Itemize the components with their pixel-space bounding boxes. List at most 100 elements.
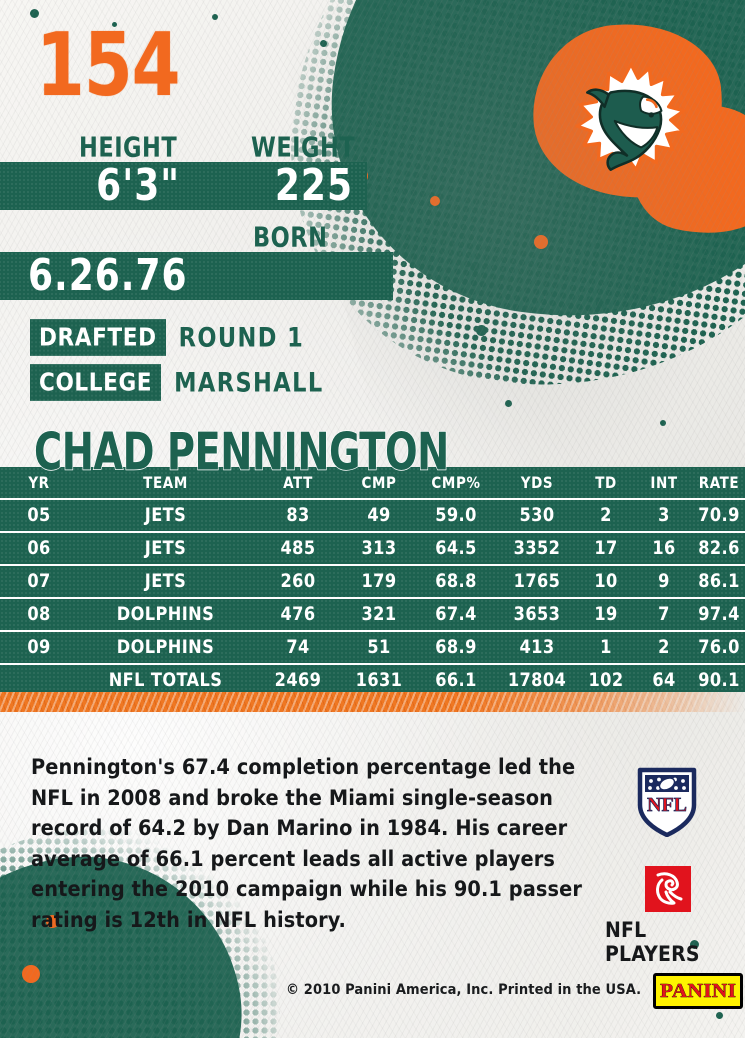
cell-yr: 09 [27, 636, 51, 659]
column-header-td: TD [595, 473, 617, 492]
cell-td: 10 [594, 570, 618, 593]
cell-rate: 76.0 [698, 636, 740, 659]
cell-rate: 86.1 [698, 570, 740, 593]
panini-logo: PANINI [653, 973, 743, 1009]
cell-yds: 530 [519, 504, 555, 527]
cell-team: JETS [144, 504, 187, 527]
cell-team: DOLPHINS [116, 636, 215, 659]
copyright-text: © 2010 Panini America, Inc. Printed in t… [286, 982, 642, 998]
nfl-players-association-icon [645, 866, 691, 912]
cell-cmp: 1631 [355, 669, 403, 692]
cell-att: 485 [280, 537, 316, 560]
cell-rate: 82.6 [698, 537, 740, 560]
weight-value: 225 [274, 161, 353, 211]
miami-dolphins-logo [575, 62, 686, 172]
cell-cmp: 179 [361, 570, 397, 593]
table-row-totals: NFL TOTALS 2469 1631 66.1 17804 102 64 9… [0, 664, 745, 696]
cell-td: 2 [600, 504, 612, 527]
column-header-yr: YR [28, 473, 50, 492]
speck [470, 262, 479, 271]
drafted-row: DRAFTED ROUND 1 [30, 319, 305, 356]
cell-td: 102 [588, 669, 624, 692]
panini-logo-text: PANINI [659, 979, 737, 1002]
speck [596, 300, 604, 308]
college-row: COLLEGE MARSHALL [30, 364, 324, 401]
column-header-rate: RATE [698, 473, 740, 492]
speck [505, 400, 512, 407]
cell-yr: 06 [27, 537, 51, 560]
cell-cmp-pct: 64.5 [435, 537, 477, 560]
stats-table-block: YR TEAM ATT CMP CMP% YDS TD INT RATE 05 … [0, 467, 745, 692]
cell-team: JETS [144, 570, 187, 593]
drafted-label: DRAFTED [30, 319, 166, 356]
svg-text:NFL: NFL [647, 794, 687, 816]
cell-att: 83 [286, 504, 310, 527]
speck [320, 40, 327, 47]
cell-yds: 413 [519, 636, 555, 659]
weight-label: WEIGHT [251, 131, 356, 163]
cell-cmp: 321 [361, 603, 397, 626]
born-label: BORN [253, 221, 328, 253]
table-header-row: YR TEAM ATT CMP CMP% YDS TD INT RATE [0, 467, 745, 499]
orange-divider-band [0, 692, 745, 712]
nfl-players-label: NFL PLAYERS [605, 918, 700, 966]
cell-cmp: 313 [361, 537, 397, 560]
college-value: MARSHALL [174, 367, 324, 398]
speck [534, 235, 548, 249]
cell-yds: 3653 [513, 603, 561, 626]
column-header-cmp-pct: CMP% [431, 473, 481, 492]
cell-att: 74 [286, 636, 310, 659]
career-stats-table: YR TEAM ATT CMP CMP% YDS TD INT RATE 05 … [0, 467, 745, 696]
cell-team: NFL TOTALS [108, 669, 223, 692]
cell-rate: 70.9 [698, 504, 740, 527]
table-row: 08 DOLPHINS 476 321 67.4 3653 19 7 97.4 [0, 598, 745, 631]
cell-cmp-pct: 59.0 [435, 504, 477, 527]
speck [212, 14, 218, 20]
table-row: 05 JETS 83 49 59.0 530 2 3 70.9 [0, 499, 745, 532]
cell-yds: 3352 [513, 537, 561, 560]
cell-yds: 17804 [507, 669, 567, 692]
nfl-shield-icon: NFL [637, 767, 697, 837]
speck [716, 1012, 723, 1019]
cell-td: 19 [594, 603, 618, 626]
cell-att: 476 [280, 603, 316, 626]
cell-att: 2469 [274, 669, 322, 692]
cell-cmp: 51 [367, 636, 391, 659]
born-bar: 6.26.76 [0, 251, 393, 301]
cell-att: 260 [280, 570, 316, 593]
cell-int: 7 [658, 603, 670, 626]
cell-yds: 1765 [513, 570, 561, 593]
cell-int: 2 [658, 636, 670, 659]
cell-cmp-pct: 67.4 [435, 603, 477, 626]
born-value: 6.26.76 [28, 251, 188, 301]
column-header-cmp: CMP [361, 473, 397, 492]
cell-rate: 97.4 [698, 603, 740, 626]
height-value: 6'3" [96, 161, 180, 211]
cell-cmp: 49 [367, 504, 391, 527]
column-header-int: INT [650, 473, 678, 492]
player-name: CHAD PENNINGTON [33, 422, 449, 483]
player-bio-text: Pennington's 67.4 completion percentage … [31, 755, 582, 933]
cell-team: JETS [144, 537, 187, 560]
cell-cmp-pct: 68.9 [435, 636, 477, 659]
column-header-yds: YDS [520, 473, 554, 492]
cell-int: 16 [652, 537, 676, 560]
cell-yr: 07 [27, 570, 51, 593]
cell-cmp-pct: 66.1 [435, 669, 477, 692]
table-row: 09 DOLPHINS 74 51 68.9 413 1 2 76.0 [0, 631, 745, 664]
cell-td: 1 [600, 636, 612, 659]
speck [430, 196, 440, 206]
cell-td: 17 [594, 537, 618, 560]
cell-team: DOLPHINS [116, 603, 215, 626]
card-number: 154 [36, 15, 180, 117]
cell-int: 64 [652, 669, 676, 692]
table-row: 06 JETS 485 313 64.5 3352 17 16 82.6 [0, 532, 745, 565]
cell-int: 3 [658, 504, 670, 527]
weight-bar: 225 [186, 161, 367, 211]
drafted-value: ROUND 1 [178, 322, 305, 353]
cell-rate: 90.1 [698, 669, 740, 692]
cell-yr: 08 [27, 603, 51, 626]
height-label: HEIGHT [79, 131, 178, 163]
cell-int: 9 [658, 570, 670, 593]
